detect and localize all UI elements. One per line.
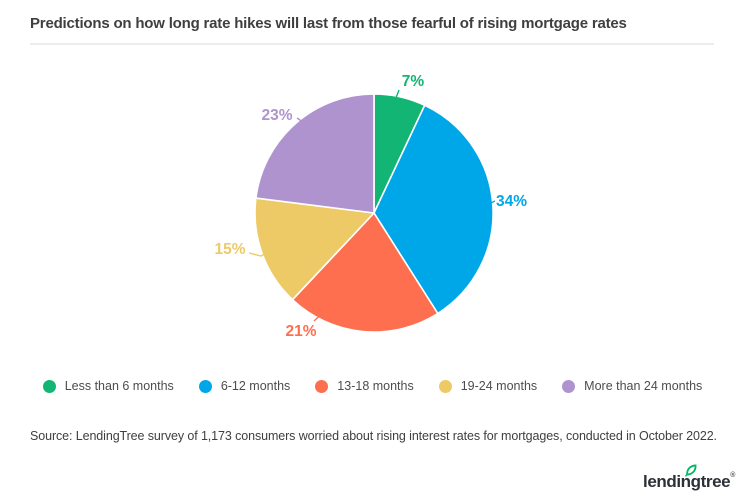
value-label-leader (248, 249, 273, 257)
leaf-icon (684, 464, 697, 477)
legend-dot (562, 379, 576, 393)
pie-slice-19-24-months (254, 197, 375, 301)
chart-title: Predictions on how long rate hikes will … (30, 15, 627, 32)
pie-slice-more-than-24-months (255, 93, 375, 214)
value-label-leader (296, 117, 320, 134)
legend-label: 19-24 months (460, 379, 538, 393)
legend: Less than 6 months 6-12 months 13-18 month… (0, 379, 745, 393)
title-divider (30, 43, 714, 45)
pie-value-label: 23% (261, 107, 292, 124)
logo-wordmark: lendingtree (643, 472, 731, 491)
legend-label: 6-12 months (220, 379, 291, 393)
legend-dot (42, 379, 56, 393)
legend-label: Less than 6 months (64, 379, 174, 393)
value-label-leader (313, 310, 365, 327)
pie-slice-6-12-months (373, 104, 494, 315)
value-label-leader (483, 200, 496, 207)
pie-value-label: 34% (496, 193, 527, 210)
pie-slice-13-18-months (291, 212, 439, 333)
legend-label: 13-18 months (337, 379, 414, 393)
legend-item-13-18-months: 13-18 months (315, 379, 414, 393)
legend-item-more-than-24-months: More than 24 months (562, 379, 702, 393)
pie-chart: 7% 34% 21% 15% 23% (214, 73, 527, 340)
pie-value-label: 7% (402, 73, 425, 90)
source-note: Source: LendingTree survey of 1,173 cons… (30, 429, 717, 443)
legend-label: More than 24 months (584, 379, 703, 393)
legend-item-6-12-months: 6-12 months (198, 379, 291, 393)
legend-dot (438, 379, 452, 393)
legend-dot (198, 379, 212, 393)
value-label-leader (393, 89, 400, 104)
pie-value-label: 15% (214, 241, 245, 258)
legend-item-less-than-6-months: Less than 6 months (42, 379, 174, 393)
pie-value-label: 21% (285, 323, 316, 340)
legend-dot (315, 379, 329, 393)
lendingtree-logo: lendingtree® (643, 462, 735, 494)
legend-item-19-24-months: 19-24 months (438, 379, 538, 393)
registered-mark: ® (730, 472, 735, 479)
logo-text: lendingtree® (643, 464, 735, 491)
